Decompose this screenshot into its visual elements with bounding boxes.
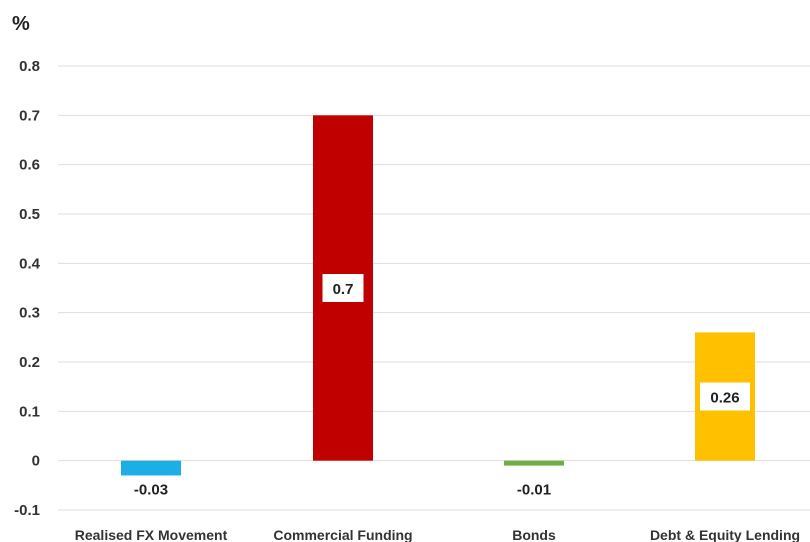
y-tick-label: 0.3 bbox=[19, 305, 40, 322]
y-tick-label: -0.1 bbox=[14, 502, 40, 519]
y-tick-label: 0.6 bbox=[19, 157, 40, 174]
data-label-box bbox=[322, 274, 364, 302]
x-category-label: Commercial Funding bbox=[273, 527, 412, 542]
y-tick-label: 0.2 bbox=[19, 354, 40, 371]
x-category-label: Realised FX Movement bbox=[75, 527, 228, 542]
y-tick-label: 0.4 bbox=[19, 255, 41, 272]
y-tick-label: 0.8 bbox=[19, 58, 40, 75]
y-axis-unit-label: % bbox=[12, 13, 30, 35]
bar bbox=[504, 460, 564, 466]
data-label: -0.01 bbox=[517, 482, 551, 499]
data-label: 0.7 bbox=[333, 281, 354, 298]
x-category-label: Bonds bbox=[512, 527, 556, 542]
y-tick-label: 0.1 bbox=[19, 403, 40, 420]
data-label: -0.03 bbox=[134, 482, 168, 499]
y-axis-ticks: 0.8 0.7 0.6 0.5 0.4 0.3 0.2 0.1 0 -0.1 bbox=[14, 58, 41, 519]
y-tick-label: 0 bbox=[32, 453, 40, 470]
x-category-label: Debt & Equity Lending bbox=[650, 527, 800, 542]
data-label-box bbox=[700, 382, 750, 411]
bars: -0.03 0.7 -0.01 0.26 bbox=[121, 115, 755, 499]
bar bbox=[121, 460, 181, 476]
x-axis-category-labels: Realised FX Movement Commercial Funding Bo… bbox=[75, 527, 800, 542]
y-tick-label: 0.5 bbox=[19, 206, 40, 223]
y-tick-label: 0.7 bbox=[19, 107, 40, 124]
data-label: 0.26 bbox=[710, 390, 739, 407]
gridlines bbox=[58, 65, 810, 511]
